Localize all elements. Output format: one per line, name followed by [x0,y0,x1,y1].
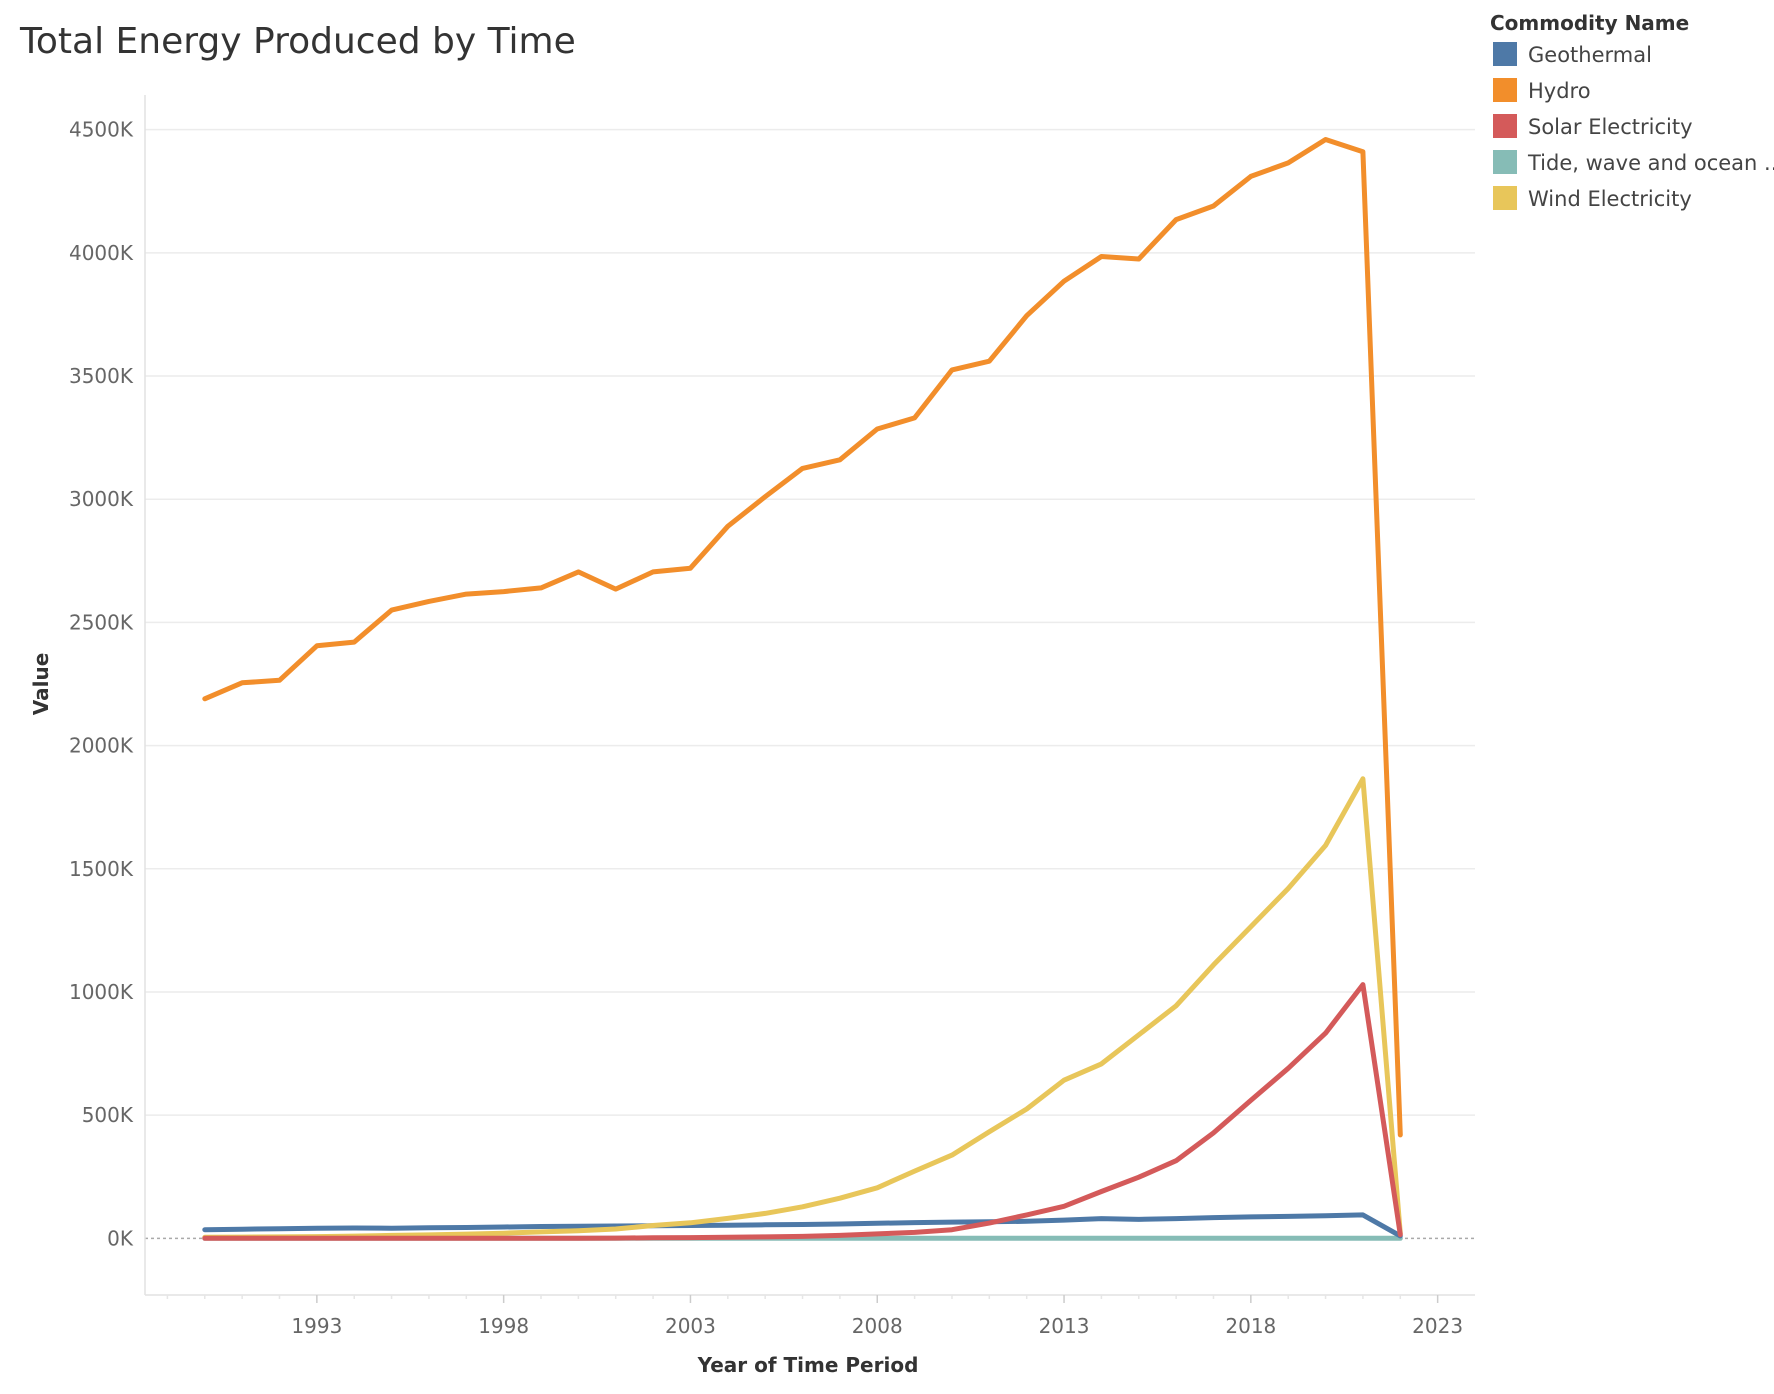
x-tick-label: 1998 [478,1314,529,1338]
series-line-hydro [202,137,1403,1138]
legend-label: Wind Electricity [1528,187,1692,211]
y-tick-label: 1000K [69,980,134,1004]
legend-label: Solar Electricity [1528,115,1693,139]
y-tick-label: 4500K [69,118,134,142]
legend: Geothermal Hydro Solar Electricity Tide, wa… [1493,42,1774,211]
legend-label: Hydro [1528,79,1591,103]
y-tick-label: 2500K [69,610,134,634]
y-tick-label: 1500K [69,857,134,881]
y-tick-label: 4000K [69,241,134,265]
legend-label: Geothermal [1528,43,1652,67]
series-line-solar-electricity [202,982,1403,1241]
x-tick-label: 2013 [1039,1314,1090,1338]
y-tick-label: 3500K [69,364,134,388]
y-tick-label: 2000K [69,734,134,758]
x-tick-label: 2023 [1412,1314,1463,1338]
y-tick-label: 500K [82,1103,134,1127]
legend-swatch [1493,42,1517,66]
y-tick-label: 3000K [69,487,134,511]
legend-swatch [1493,78,1517,102]
series-lines [202,137,1403,1241]
series-line-geothermal [202,1212,1403,1239]
x-tick-label: 2018 [1225,1314,1276,1338]
y-tick-label: 0K [107,1226,134,1250]
legend-title: Commodity Name [1490,11,1689,35]
x-tick-label: 2003 [665,1314,716,1338]
y-axis-title: Value [29,653,53,716]
legend-swatch [1493,186,1517,210]
legend-label: Tide, wave and ocean .. [1527,151,1774,175]
x-tick-label: 1993 [291,1314,342,1338]
axes: 0K 500K 1000K 1500K 2000K 2500K 3000K 3500K 4000… [69,95,1475,1338]
x-axis-title: Year of Time Period [697,1353,919,1377]
legend-swatch [1493,114,1517,138]
series-line-wind-electricity [202,776,1403,1240]
chart-title: Total Energy Produced by Time [19,21,576,62]
x-tick-label: 2008 [852,1314,903,1338]
gridlines [145,128,1475,1240]
legend-swatch [1493,150,1517,174]
